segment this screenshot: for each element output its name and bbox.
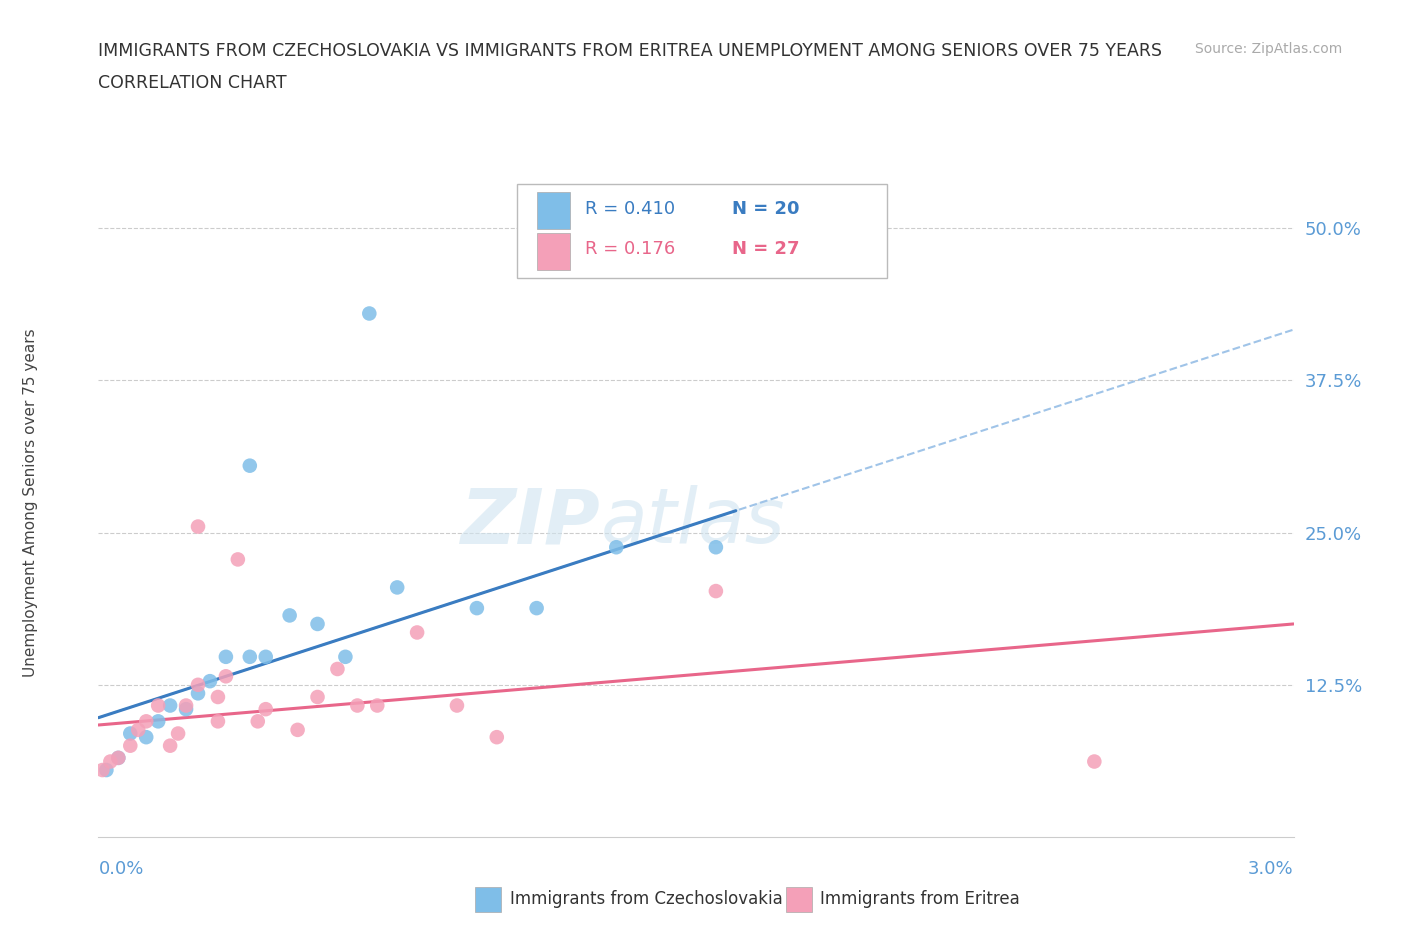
Point [159, 738, 181, 753]
Point [485, 730, 508, 745]
Point [465, 601, 488, 616]
Point [187, 686, 209, 701]
FancyBboxPatch shape [537, 232, 571, 270]
Point [187, 519, 209, 534]
Point [385, 580, 409, 595]
Point [1083, 754, 1105, 769]
Text: R = 0.176: R = 0.176 [585, 241, 675, 259]
Point [605, 539, 627, 554]
Point [96, 763, 118, 777]
Point [366, 698, 388, 713]
Point [174, 698, 197, 713]
Text: Unemployment Among Seniors over 75 years: Unemployment Among Seniors over 75 years [24, 328, 38, 676]
Point [207, 689, 229, 704]
Point [120, 738, 142, 753]
Point [198, 673, 221, 688]
Text: N = 27: N = 27 [733, 241, 800, 259]
Point [239, 649, 262, 664]
Point [120, 726, 142, 741]
Point [287, 723, 309, 737]
Point [91, 763, 114, 777]
FancyBboxPatch shape [537, 192, 571, 229]
Text: Source: ZipAtlas.com: Source: ZipAtlas.com [1195, 42, 1343, 56]
Point [307, 689, 329, 704]
Point [98, 754, 122, 769]
Point [135, 714, 157, 729]
Point [207, 714, 229, 729]
Point [239, 458, 262, 473]
FancyBboxPatch shape [475, 886, 501, 912]
Text: ZIP: ZIP [461, 485, 600, 559]
Text: Immigrants from Czechoslovakia: Immigrants from Czechoslovakia [509, 890, 782, 909]
Point [346, 698, 368, 713]
Point [148, 714, 170, 729]
Point [406, 625, 429, 640]
Point [215, 669, 238, 684]
Point [526, 601, 548, 616]
Point [335, 649, 357, 664]
Point [278, 608, 301, 623]
Point [226, 552, 249, 567]
Point [174, 702, 197, 717]
Point [148, 698, 170, 713]
Point [359, 306, 381, 321]
Point [307, 617, 329, 631]
Point [159, 698, 181, 713]
FancyBboxPatch shape [786, 886, 811, 912]
Point [246, 714, 269, 729]
Point [704, 584, 727, 599]
Text: IMMIGRANTS FROM CZECHOSLOVAKIA VS IMMIGRANTS FROM ERITREA UNEMPLOYMENT AMONG SEN: IMMIGRANTS FROM CZECHOSLOVAKIA VS IMMIGR… [98, 42, 1163, 60]
Text: 0.0%: 0.0% [98, 860, 143, 879]
Point [107, 751, 129, 765]
Point [446, 698, 468, 713]
FancyBboxPatch shape [517, 184, 887, 278]
Point [215, 649, 238, 664]
Point [254, 649, 277, 664]
Point [127, 723, 149, 737]
Text: Immigrants from Eritrea: Immigrants from Eritrea [820, 890, 1019, 909]
Point [704, 539, 727, 554]
Text: N = 20: N = 20 [733, 200, 800, 218]
Text: CORRELATION CHART: CORRELATION CHART [98, 74, 287, 92]
Point [107, 751, 129, 765]
Text: atlas: atlas [600, 485, 785, 559]
Point [326, 661, 349, 676]
Text: R = 0.410: R = 0.410 [585, 200, 675, 218]
Point [187, 677, 209, 692]
Point [167, 726, 190, 741]
Point [135, 730, 157, 745]
Text: 3.0%: 3.0% [1249, 860, 1294, 879]
Point [254, 702, 277, 717]
